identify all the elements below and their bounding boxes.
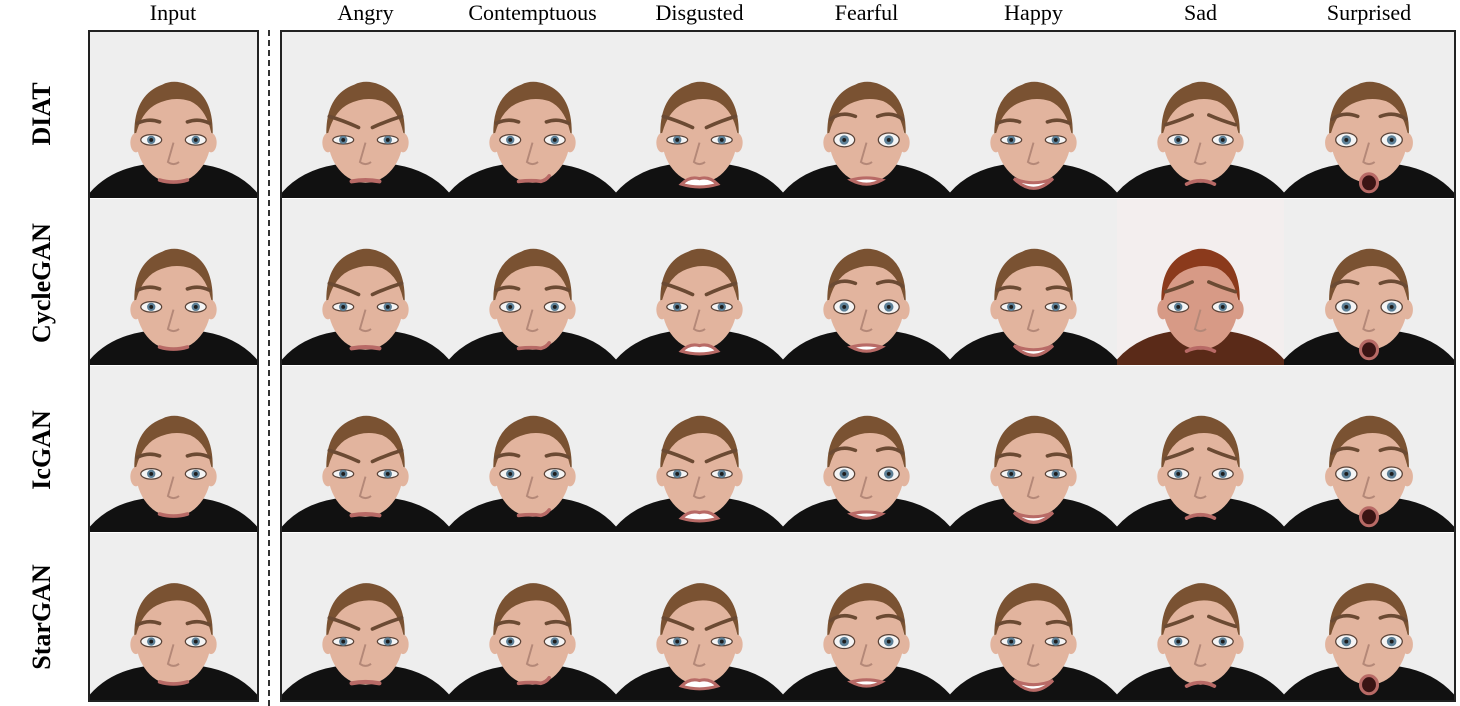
face-icgan-sad: [1117, 366, 1284, 532]
row-label-icgan: IcGAN: [27, 410, 56, 490]
input-face-stargan-neutral: [90, 533, 257, 700]
face-cyclegan-sad: [1117, 199, 1284, 365]
face-cyclegan-fearful: [783, 199, 950, 365]
face-stargan-disgusted: [616, 533, 783, 700]
face-stargan-fearful: [783, 533, 950, 700]
face-cyclegan-angry: [282, 199, 449, 365]
face-cyclegan-contemptuous: [449, 199, 616, 365]
input-face-cyclegan-neutral: [90, 199, 257, 365]
face-icgan-happy: [950, 366, 1117, 532]
face-stargan-happy: [950, 533, 1117, 700]
header-happy: Happy: [1004, 0, 1063, 25]
face-diat-angry: [282, 32, 449, 198]
face-diat-surprised: [1284, 32, 1454, 198]
row-label-stargan: StarGAN: [27, 564, 56, 670]
header-sad: Sad: [1184, 0, 1217, 25]
header-input: Input: [149, 0, 197, 25]
input-column-frame: [88, 30, 259, 702]
face-icgan-contemptuous: [449, 366, 616, 532]
face-stargan-surprised: [1284, 533, 1454, 700]
row-label-diat: DIAT: [27, 82, 56, 146]
header-surprised: Surprised: [1326, 0, 1412, 25]
face-diat-contemptuous: [449, 32, 616, 198]
input-face-icgan-neutral: [90, 366, 257, 532]
row-label-cyclegan: CycleGAN: [27, 223, 56, 343]
dashed-divider: [268, 30, 270, 706]
face-diat-fearful: [783, 32, 950, 198]
face-icgan-angry: [282, 366, 449, 532]
face-icgan-disgusted: [616, 366, 783, 532]
results-grid-frame: [280, 30, 1456, 702]
face-diat-disgusted: [616, 32, 783, 198]
header-contemptuous: Contemptuous: [468, 0, 597, 25]
header-fearful: Fearful: [834, 0, 899, 25]
face-diat-happy: [950, 32, 1117, 198]
face-icgan-surprised: [1284, 366, 1454, 532]
input-face-diat-neutral: [90, 32, 257, 198]
face-cyclegan-disgusted: [616, 199, 783, 365]
face-icgan-fearful: [783, 366, 950, 532]
face-cyclegan-happy: [950, 199, 1117, 365]
header-angry: Angry: [337, 0, 394, 25]
face-diat-sad: [1117, 32, 1284, 198]
header-disgusted: Disgusted: [655, 0, 744, 25]
face-stargan-contemptuous: [449, 533, 616, 700]
face-stargan-angry: [282, 533, 449, 700]
face-stargan-sad: [1117, 533, 1284, 700]
face-cyclegan-surprised: [1284, 199, 1454, 365]
